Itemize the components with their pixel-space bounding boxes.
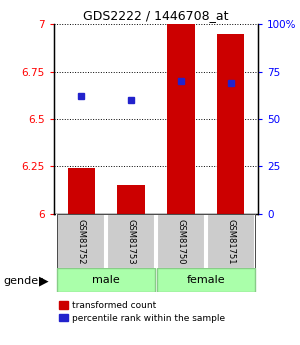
Bar (117, 185, 145, 214)
Bar (217, 33, 244, 214)
Bar (157, 214, 205, 269)
Text: GSM81751: GSM81751 (226, 219, 235, 264)
Bar (58, 268, 155, 292)
Legend: transformed count, percentile rank within the sample: transformed count, percentile rank withi… (58, 301, 225, 323)
Text: GSM81752: GSM81752 (77, 219, 86, 264)
Text: GSM81753: GSM81753 (127, 219, 136, 264)
Bar (68, 168, 95, 214)
Text: GSM81750: GSM81750 (176, 219, 185, 264)
Bar (107, 214, 155, 269)
Text: female: female (186, 275, 225, 285)
Text: ▶: ▶ (39, 275, 48, 288)
Bar (207, 214, 254, 269)
Text: gender: gender (3, 276, 43, 286)
Bar (167, 24, 195, 214)
Bar (157, 268, 254, 292)
Title: GDS2222 / 1446708_at: GDS2222 / 1446708_at (83, 9, 229, 22)
Bar (58, 214, 105, 269)
Text: male: male (92, 275, 120, 285)
